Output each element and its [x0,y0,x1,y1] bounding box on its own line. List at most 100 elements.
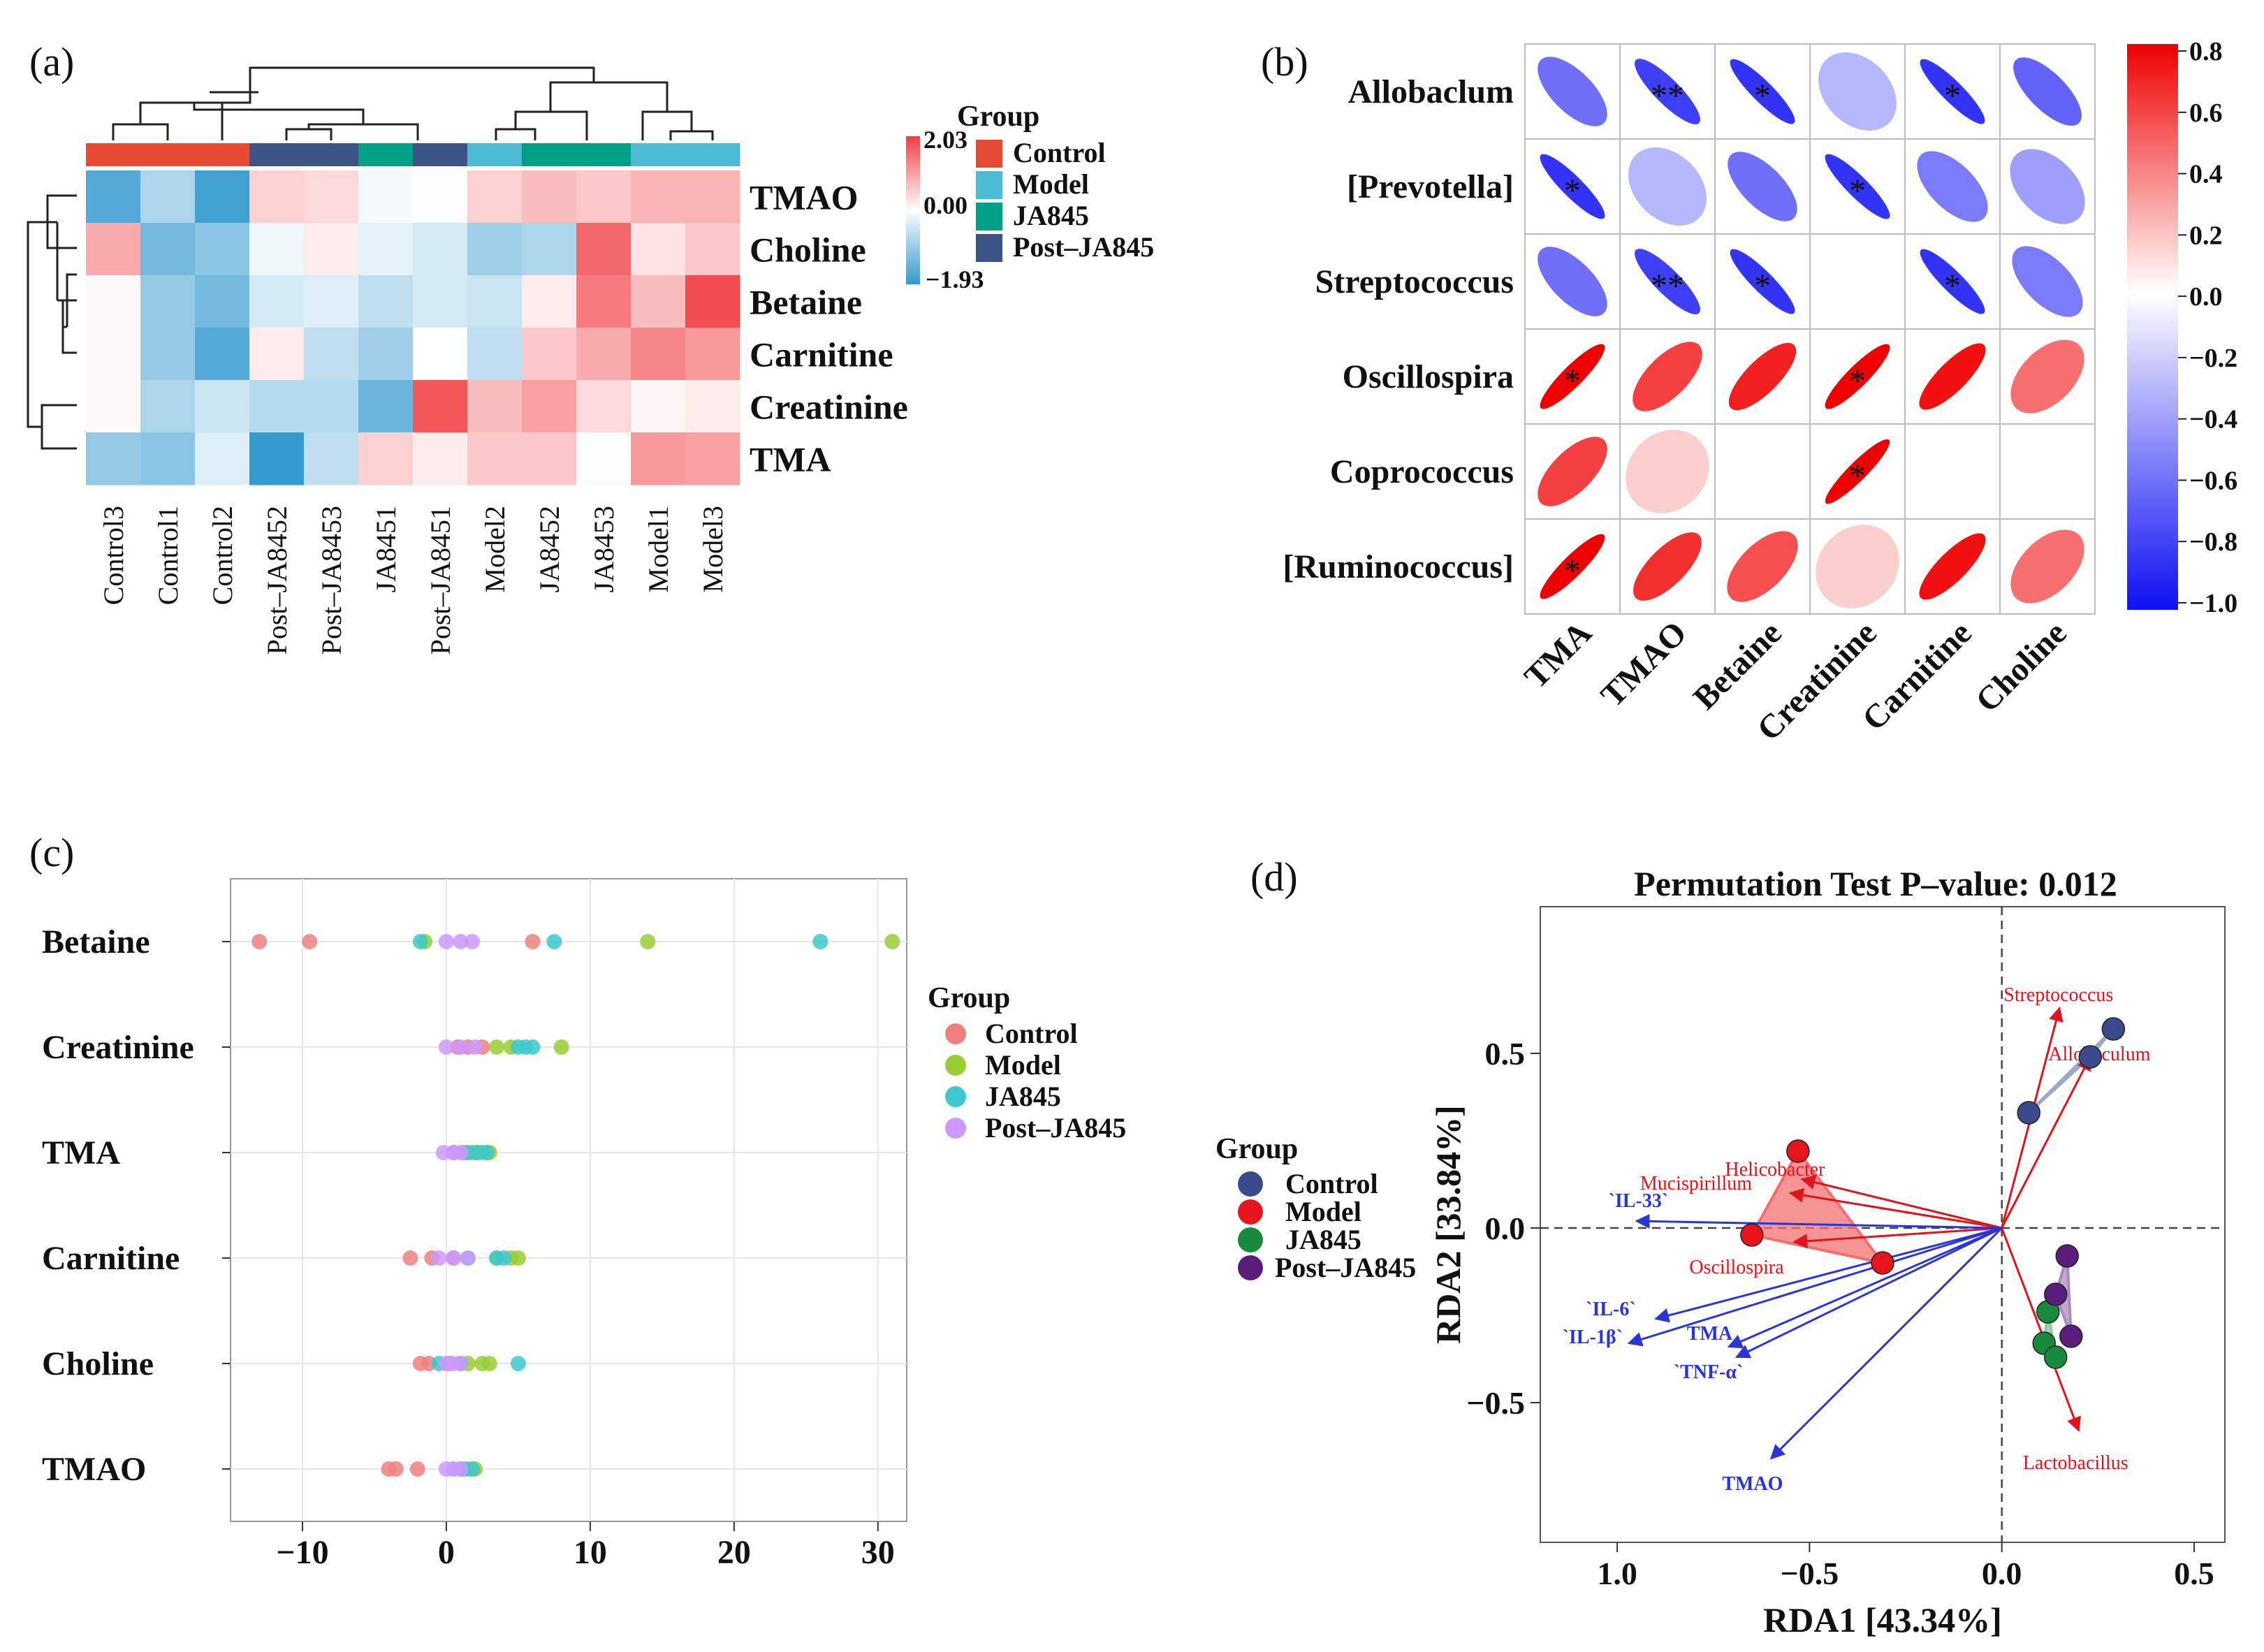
colorbar-tick-label: 0.00 [923,191,967,219]
correlation-ellipse [1540,154,1605,219]
data-point-control [251,934,268,949]
correlation-ellipse [1920,249,1985,314]
column-label-model2: Model2 [479,506,511,592]
data-point-post-ja845 [465,934,481,949]
legend-label-control: Control [985,1018,1078,1049]
colorbar-tick-label: 2.03 [923,126,967,154]
column-label-model1: Model1 [643,506,674,592]
sample-point-ja845 [2044,1345,2068,1369]
env-label-il-1: `IL-1β` [1563,1326,1623,1348]
heatmap-cell [249,223,305,276]
legend-swatch-model [976,171,1002,199]
heatmap-cell [304,432,359,485]
heatmap-cell [631,223,686,276]
significance-mark: * [1754,78,1771,115]
column-label-control3: Control3 [98,506,129,605]
species-label-mucispirillum: Mucispirillum [1640,1173,1752,1194]
significance-mark: * [1754,268,1771,305]
heatmap-cell [249,275,305,328]
data-point-control [302,934,318,949]
x-tick-label: 0.0 [1982,1556,2022,1591]
heatmap-cell [576,328,631,381]
data-point-ja845 [525,1039,541,1055]
heatmap-cell [358,380,414,433]
sample-point-control [2078,1045,2103,1069]
heatmap-cell [413,432,468,485]
group-strip-cell [249,143,305,166]
heatmap-cell [140,380,196,433]
legend-title: Group [928,982,1010,1014]
colorbar-tick-label: −0.6 [2189,466,2237,495]
colorbar-tick-label: 0.0 [2189,282,2223,312]
heatmap-cell [576,380,631,433]
x-tick-label: 20 [717,1534,751,1571]
legend-marker-ja845 [945,1086,966,1107]
correlation-ellipse [1538,57,1607,126]
heatmap-cell [467,380,523,433]
colorbar-tick-label: −1.93 [926,265,984,293]
hull-control [2027,1028,2115,1114]
column-label-post-ja8451: Post–JA8451 [425,506,456,655]
heatmap-cell [685,432,740,485]
legend-marker-post-ja845 [945,1118,966,1139]
heatmap-cell [576,275,631,328]
data-point-control [402,1250,418,1266]
colorbar-tick-label: 0.4 [2189,160,2223,189]
colorbar [2127,44,2178,610]
panel-label-c: (c) [29,830,74,875]
colorbar-tick-label: −0.8 [2189,527,2237,557]
heatmap-cell [522,380,577,433]
species-label-streptococcus: Streptococcus [2003,984,2113,1006]
heatmap-cell [195,328,250,381]
group-strip-cell [86,143,141,166]
species-vector-helicobacter [1800,1175,2003,1229]
heatmap-cell [413,275,468,328]
heatmap-cell [631,432,686,485]
env-label-tma: TMA [1687,1323,1733,1345]
x-tick-label: 30 [861,1534,895,1571]
heatmap-cell [685,380,740,433]
significance-mark: * [1944,268,1961,305]
row-label-choline: Choline [750,231,866,270]
row-label-streptococcus: Streptococcus [1315,263,1514,300]
panel-label-b: (b) [1261,39,1308,85]
heatmap-cell [413,380,468,433]
heatmap-cell [467,223,523,276]
env-label-il-33: `IL-33` [1609,1190,1669,1212]
heatmap-cell [685,170,740,224]
group-strip-cell [685,143,740,166]
legend-label-control: Control [1013,137,1106,168]
heatmap-cell [195,380,250,433]
correlation-ellipse [1633,342,1702,411]
data-point-control [388,1461,404,1477]
legend-swatch-control [976,140,1002,168]
data-point-control [525,934,541,949]
species-label-oscillospira: Oscillospira [1689,1257,1784,1278]
legend-label-post-ja845: Post–JA845 [985,1112,1126,1143]
significance-mark: * [1849,458,1866,495]
species-vector-allobaculum [2001,1055,2091,1229]
correlation-ellipse [2010,149,2085,224]
y-tick-label: 0.5 [1485,1036,1526,1072]
heatmap-cell [195,170,250,224]
correlation-ellipse [1920,59,1985,124]
group-strip-cell [522,143,577,166]
correlation-ellipse [1633,532,1702,601]
correlation-ellipse [1730,249,1795,314]
legend-marker-model [1238,1199,1263,1225]
category-label-tmao: TMAO [42,1451,146,1488]
heatmap-cell [522,275,577,328]
category-label-tma: TMA [42,1134,120,1171]
legend-label-ja845: JA845 [1013,200,1089,231]
heatmap-cell [249,432,305,485]
data-point-model [553,1039,569,1055]
legend-label-model: Model [985,1049,1061,1081]
category-label-creatinine: Creatinine [42,1029,194,1066]
legend-label-ja845: JA845 [1285,1224,1361,1255]
row-label-oscillospira: Oscillospira [1343,358,1514,395]
data-point-post-ja845 [453,934,469,949]
row-label-allobaclum: Allobaclum [1348,73,1514,110]
heatmap-cell [576,170,631,224]
species-vector-oscillospira [1792,1227,2002,1249]
